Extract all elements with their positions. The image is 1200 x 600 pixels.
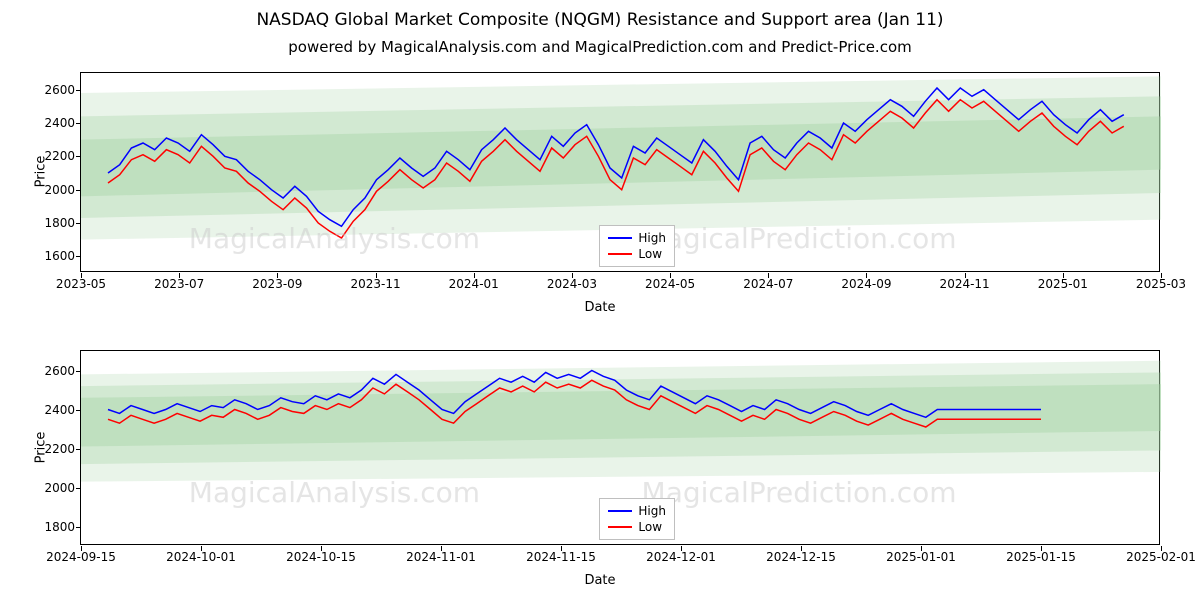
legend-label: High xyxy=(638,231,666,245)
figure: NASDAQ Global Market Composite (NQGM) Re… xyxy=(0,0,1200,600)
y-tick-label: 2000 xyxy=(44,183,75,197)
y-tick xyxy=(76,156,81,157)
legend-line-low xyxy=(608,253,632,255)
y-tick-label: 2400 xyxy=(44,403,75,417)
legend-label: Low xyxy=(638,520,662,534)
x-tick-label: 2025-01-01 xyxy=(886,550,956,564)
legend-top: High Low xyxy=(599,225,675,267)
legend-label: Low xyxy=(638,247,662,261)
x-tick-label: 2025-03 xyxy=(1136,277,1186,291)
x-tick-label: 2024-11-01 xyxy=(406,550,476,564)
y-tick xyxy=(76,256,81,257)
x-axis-label-bottom: Date xyxy=(0,573,1200,588)
y-tick-label: 2200 xyxy=(44,149,75,163)
x-tick-label: 2023-05 xyxy=(56,277,106,291)
legend-item: Low xyxy=(608,246,666,262)
y-axis-label-bottom: Price xyxy=(33,431,48,463)
y-tick-label: 2600 xyxy=(44,364,75,378)
y-tick xyxy=(76,410,81,411)
y-tick-label: 1600 xyxy=(44,249,75,263)
chart-title: NASDAQ Global Market Composite (NQGM) Re… xyxy=(0,10,1200,30)
x-tick-label: 2024-10-15 xyxy=(286,550,356,564)
x-tick-label: 2023-07 xyxy=(154,277,204,291)
y-tick xyxy=(76,488,81,489)
x-tick-label: 2024-03 xyxy=(547,277,597,291)
x-axis-label-top: Date xyxy=(0,300,1200,315)
y-tick xyxy=(76,190,81,191)
y-tick xyxy=(76,449,81,450)
x-tick-label: 2025-01-15 xyxy=(1006,550,1076,564)
x-tick-label: 2024-11 xyxy=(940,277,990,291)
legend-item: High xyxy=(608,230,666,246)
legend-line-high xyxy=(608,237,632,239)
y-axis-label-top: Price xyxy=(33,156,48,188)
y-tick-label: 1800 xyxy=(44,216,75,230)
legend-label: High xyxy=(638,504,666,518)
x-tick-label: 2024-09-15 xyxy=(46,550,116,564)
x-tick-label: 2024-09 xyxy=(841,277,891,291)
legend-item: Low xyxy=(608,519,666,535)
x-tick-label: 2024-10-01 xyxy=(166,550,236,564)
x-tick-label: 2025-02-01 xyxy=(1126,550,1196,564)
x-tick-label: 2024-01 xyxy=(449,277,499,291)
y-tick-label: 1800 xyxy=(44,520,75,534)
y-tick xyxy=(76,371,81,372)
x-tick-label: 2024-05 xyxy=(645,277,695,291)
x-tick-label: 2025-01 xyxy=(1038,277,1088,291)
y-tick-label: 2000 xyxy=(44,481,75,495)
legend-bottom: High Low xyxy=(599,498,675,540)
y-tick-label: 2600 xyxy=(44,83,75,97)
price-chart-panel-bottom: MagicalAnalysis.com MagicalPrediction.co… xyxy=(80,350,1160,545)
y-tick xyxy=(76,90,81,91)
y-tick-label: 2400 xyxy=(44,116,75,130)
price-chart-panel-top: MagicalAnalysis.com MagicalPrediction.co… xyxy=(80,72,1160,272)
chart-subtitle: powered by MagicalAnalysis.com and Magic… xyxy=(0,38,1200,56)
y-tick xyxy=(76,123,81,124)
x-tick-label: 2023-11 xyxy=(350,277,400,291)
legend-line-low xyxy=(608,526,632,528)
legend-item: High xyxy=(608,503,666,519)
x-tick-label: 2024-07 xyxy=(743,277,793,291)
x-tick-label: 2024-12-01 xyxy=(646,550,716,564)
x-tick-label: 2024-11-15 xyxy=(526,550,596,564)
y-tick xyxy=(76,223,81,224)
legend-line-high xyxy=(608,510,632,512)
y-tick xyxy=(76,527,81,528)
y-tick-label: 2200 xyxy=(44,442,75,456)
x-tick-label: 2024-12-15 xyxy=(766,550,836,564)
x-tick-label: 2023-09 xyxy=(252,277,302,291)
